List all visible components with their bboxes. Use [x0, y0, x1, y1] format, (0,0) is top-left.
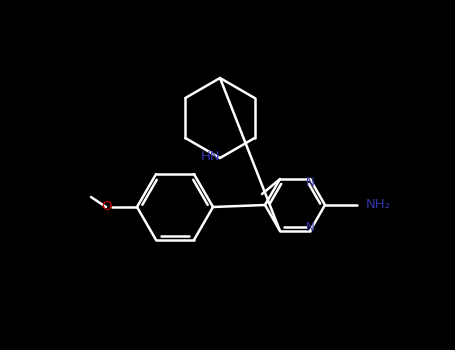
Text: NH₂: NH₂ [366, 198, 391, 211]
Text: HN: HN [200, 149, 220, 162]
Text: O: O [101, 201, 111, 214]
Text: N: N [306, 175, 314, 189]
Text: N: N [306, 222, 314, 235]
